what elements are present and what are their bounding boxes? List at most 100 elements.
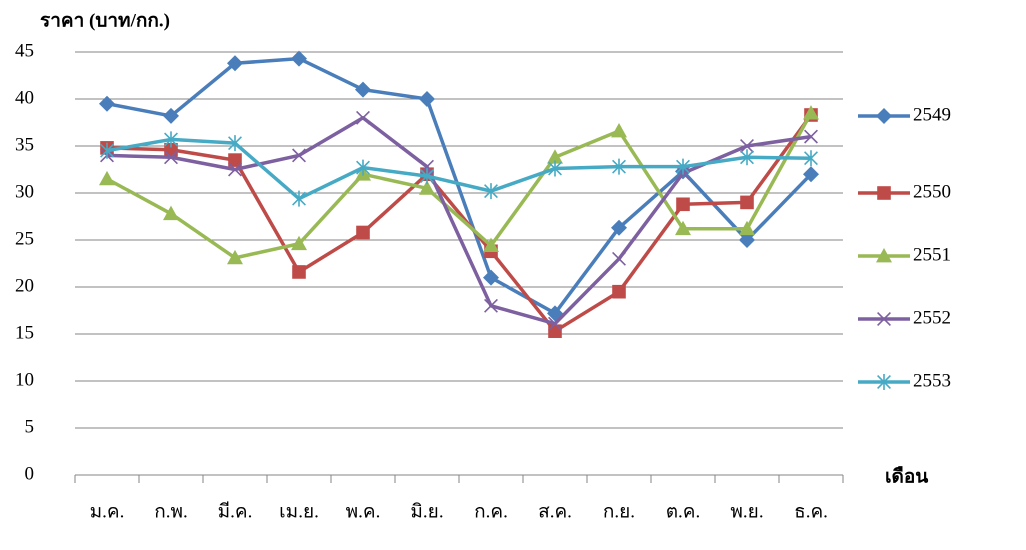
x-axis-label: เดือน: [885, 465, 928, 487]
marker: [419, 91, 435, 107]
x-tick-label: พ.ค.: [346, 501, 381, 522]
x-tick-label: ม.ค.: [90, 501, 125, 522]
marker-stroke: [740, 139, 754, 153]
marker: [291, 235, 307, 251]
marker: [227, 55, 243, 72]
marker-stroke: [548, 316, 562, 331]
marker: [420, 168, 434, 185]
marker: [483, 237, 499, 253]
marker: [228, 135, 242, 152]
y-tick-label: 5: [25, 416, 35, 437]
legend-label: 2550: [913, 181, 951, 202]
x-tick-label: ก.ค.: [474, 501, 508, 522]
series-line: [106, 113, 813, 333]
x-tick-label: ก.พ.: [154, 501, 188, 522]
marker: [356, 110, 370, 125]
marker: [803, 166, 819, 183]
marker: [99, 170, 115, 186]
marker-stroke: [612, 251, 626, 266]
marker-stroke: [548, 160, 562, 177]
marker: [419, 180, 435, 195]
marker-stroke: [356, 110, 370, 125]
marker-stroke: [484, 298, 498, 313]
x-tick-label: ธ.ค.: [794, 501, 828, 522]
y-tick-label: 25: [15, 228, 34, 249]
marker: [804, 129, 818, 144]
marker-stroke: [164, 150, 178, 165]
x-tick-label: ก.ย.: [603, 501, 635, 522]
marker-stroke: [804, 129, 818, 144]
marker: [547, 149, 563, 164]
marker: [484, 298, 498, 313]
marker: [356, 159, 370, 176]
y-tick-label: 35: [15, 134, 34, 155]
marker-stroke: [228, 162, 242, 177]
marker: [676, 158, 690, 175]
marker: [876, 108, 892, 124]
marker-stroke: [292, 148, 306, 163]
marker: [739, 220, 755, 236]
legend-label: 2553: [913, 370, 951, 391]
x-tick-label: มิ.ย.: [410, 501, 443, 522]
marker: [804, 150, 818, 167]
marker: [740, 149, 754, 166]
marker: [100, 142, 114, 159]
marker: [876, 248, 892, 263]
y-axis-label: ราคา (บาท/กก.): [40, 10, 170, 31]
x-tick-label: เม.ย.: [279, 501, 319, 522]
marker: [612, 158, 626, 175]
marker-stroke: [484, 183, 498, 200]
x-tick-label: มี.ค.: [218, 500, 253, 522]
marker: [548, 316, 562, 331]
marker-stroke: [804, 150, 818, 167]
marker: [548, 160, 562, 177]
marker: [739, 232, 755, 248]
marker-stroke: [228, 135, 242, 152]
marker: [877, 312, 891, 326]
marker-stroke: [164, 131, 178, 148]
marker: [163, 107, 179, 124]
marker: [228, 153, 242, 167]
marker: [877, 186, 891, 200]
y-tick-label: 0: [25, 463, 35, 484]
legend-label: 2549: [913, 104, 951, 125]
marker: [164, 150, 178, 165]
legend-label: 2552: [913, 307, 951, 328]
marker: [740, 139, 754, 153]
y-tick-label: 45: [15, 40, 34, 61]
marker: [877, 374, 891, 390]
x-tick-label: ต.ค.: [666, 501, 701, 522]
y-tick-label: 15: [15, 322, 34, 343]
x-tick-label: พ.ย.: [730, 501, 763, 522]
marker-stroke: [877, 374, 891, 390]
series-line: [106, 137, 812, 201]
marker: [611, 122, 627, 138]
marker: [164, 131, 178, 148]
marker: [292, 148, 306, 163]
marker: [291, 50, 307, 67]
marker: [355, 81, 371, 98]
marker-stroke: [877, 312, 891, 326]
marker: [163, 205, 179, 221]
marker: [228, 162, 242, 177]
marker: [483, 269, 499, 286]
marker: [292, 265, 306, 279]
marker-stroke: [356, 159, 370, 176]
marker: [676, 197, 690, 212]
y-tick-label: 40: [15, 87, 34, 108]
marker-stroke: [740, 149, 754, 166]
x-tick-label: ส.ค.: [538, 501, 572, 522]
legend-label: 2551: [913, 244, 951, 265]
series-line: [106, 112, 813, 260]
marker: [803, 105, 819, 120]
y-tick-label: 30: [15, 181, 34, 202]
marker: [356, 225, 370, 240]
series-line: [106, 56, 813, 316]
marker-stroke: [100, 142, 114, 159]
marker: [740, 195, 754, 210]
marker: [227, 249, 243, 265]
marker-stroke: [676, 158, 690, 175]
series-line: [106, 116, 812, 326]
